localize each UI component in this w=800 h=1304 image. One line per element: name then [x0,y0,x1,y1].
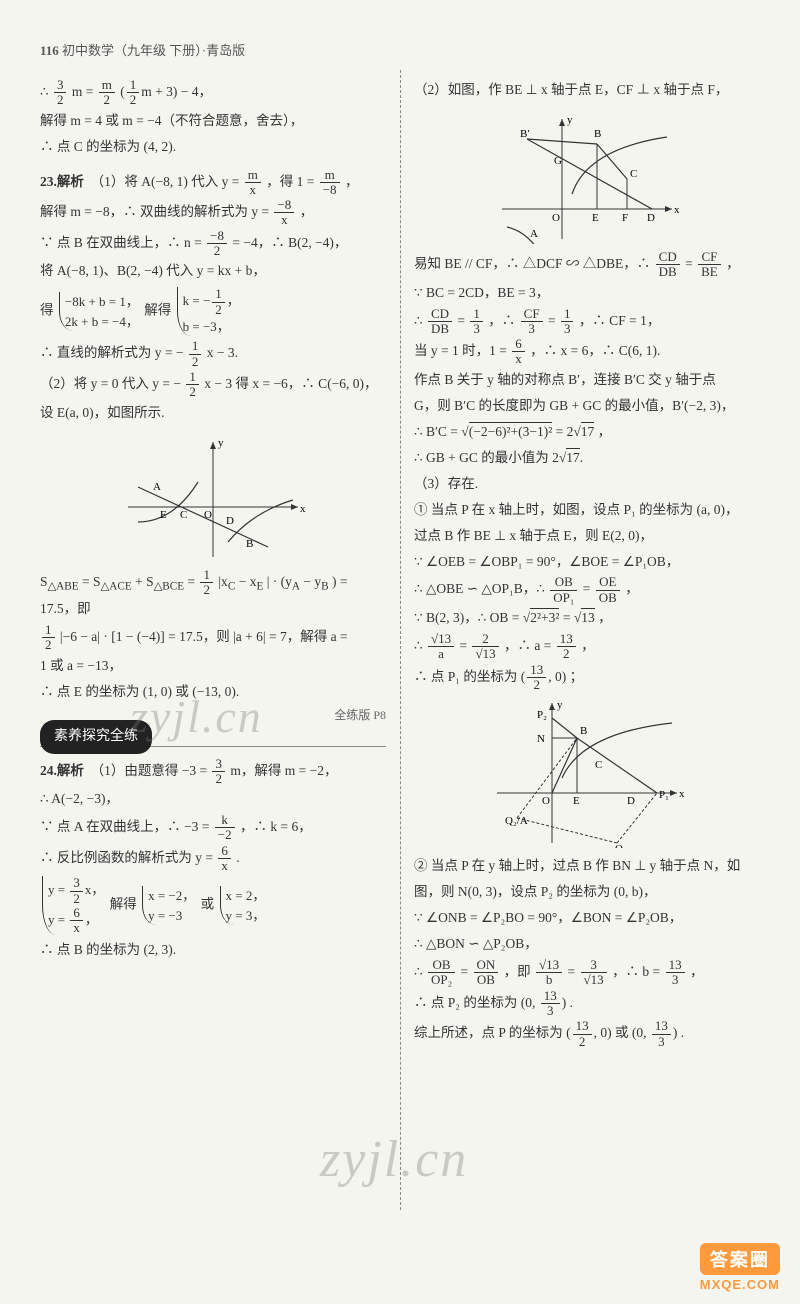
text-line: ∴ OBOP₂ = ONOB ，即 √13b = 3√13 ，∴ b = 133… [414,958,760,988]
text-line: ∴ 点 P₁ 的坐标为 (132, 0) ； [414,663,760,693]
text-line: 12 |−6 − a| · [1 − (−4)] = 17.5，则 |a + 6… [40,623,386,653]
svg-text:B: B [594,128,601,140]
text-line: y = 32x， y = 6x， 解得 x = −2，y = −3 或 x = … [40,874,386,937]
text-line: ∵ ∠ONB = ∠P₂BO = 90°，∠BON = ∠P₂OB， [414,906,760,931]
text-line: ∴ 32 m = m2 (12m + 3) − 4， [40,78,386,108]
svg-text:y: y [567,114,573,126]
page-header: 116 初中数学（九年级 下册）·青岛版 [40,40,760,59]
page-title: 初中数学（九年级 下册）·青岛版 [62,43,245,58]
text-line: ∴ △BON ∽ △P₂OB， [414,932,760,957]
text-line: 图，则 N(0, 3)，设点 P₂ 的坐标为 (0, b)， [414,880,760,905]
text-line: ∴ A(−2, −3)， [40,787,386,812]
svg-text:A: A [153,481,161,493]
svg-text:C: C [630,168,637,180]
text-line: 过点 B 作 BE ⊥ x 轴于点 E，则 E(2, 0)， [414,524,760,549]
figure-p1-p2: x y O P₂ N B C E D P₁ Q₂/A Q₁ [487,698,687,848]
section-badge: 素养探究全练 [40,720,152,754]
text-line: （2）如图，作 BE ⊥ x 轴于点 E，CF ⊥ x 轴于点 F， [414,78,760,103]
text-line: 得 −8k + b = 1，2k + b = −4， 解得 k = −12， b… [40,285,386,338]
text-line: ∴ 直线的解析式为 y = − 12 x − 3. [40,339,386,369]
text-line: 解得 m = −8，∴ 双曲线的解析式为 y = −8x ， [40,198,386,228]
svg-text:Q₂/A: Q₂/A [505,815,528,827]
svg-text:E: E [160,509,167,521]
svg-text:x: x [674,204,680,216]
section-header: 素养探究全练 全练版 P8 [40,706,386,760]
text-line: 将 A(−8, 1)、B(2, −4) 代入 y = kx + b， [40,259,386,284]
footer-logo: 答案圈 MXQE.COM [700,1243,780,1292]
question-23: 23.解析 （1）将 A(−8, 1) 代入 y = mx ，得 1 = m−8… [40,168,386,198]
svg-text:Q₁: Q₁ [615,843,627,848]
text-line: （2）将 y = 0 代入 y = − 12 x − 3 得 x = −6，∴ … [40,370,386,400]
text-line: ∴ 反比例函数的解析式为 y = 6x . [40,844,386,874]
text-line: （3）存在. [414,472,760,497]
svg-text:B: B [246,538,253,550]
text-line: ∵ ∠OEB = ∠OBP₁ = 90°，∠BOE = ∠P₁OB， [414,550,760,575]
left-column: ∴ 32 m = m2 (12m + 3) − 4， 解得 m = 4 或 m … [40,77,400,1227]
svg-text:F: F [622,212,628,224]
page-number: 116 [40,43,59,58]
svg-text:A: A [530,228,538,240]
svg-text:D: D [627,795,635,807]
text-line: 作点 B 关于 y 轴的对称点 B′，连接 B′C 交 y 轴于点 [414,368,760,393]
text-line: ∵ BC = 2CD，BE = 3， [414,281,760,306]
text-line: ② 当点 P 在 y 轴上时，过点 B 作 BN ⊥ y 轴于点 N，如 [414,854,760,879]
svg-text:D: D [226,515,234,527]
svg-text:P₂: P₂ [537,709,547,721]
svg-text:E: E [573,795,580,807]
text-line: ∴ △OBE ∽ △OP₁B，∴ OBOP₁ = OEOB ， [414,575,760,605]
svg-text:P₁: P₁ [659,789,669,801]
svg-text:B: B [580,725,587,737]
text-line: ∴ 点 B 的坐标为 (2, 3). [40,938,386,963]
svg-text:x: x [679,788,685,800]
logo-site: MXQE.COM [700,1277,780,1292]
text-line: ∵ 点 A 在双曲线上，∴ −3 = k−2 ，∴ k = 6， [40,813,386,843]
svg-text:G: G [554,155,562,167]
text-line: ∴ 点 P₂ 的坐标为 (0, 133) . [414,989,760,1019]
text-line: 1 或 a = −13， [40,654,386,679]
text-line: ∴ 点 C 的坐标为 (4, 2). [40,135,386,160]
svg-text:x: x [300,503,306,515]
section-ref: 全练版 P8 [334,704,386,726]
text-line: 易知 BE // CF，∴ △DCF ∽ △DBE，∴ CDDB = CFBE … [414,250,760,280]
text-line: ∴ 点 E 的坐标为 (1, 0) 或 (−13, 0). [40,680,386,705]
svg-text:C: C [180,509,187,521]
text-line: ∴ B′C = √(−2−6)²+(3−1)² = 2√17 ， [414,420,760,445]
figure-triangle-hyperbola: x y O B′ B C G E F D A [492,109,682,244]
text-line: S△ABE = S△ACE + S△BCE = 12 |xC − xE | · … [40,568,386,623]
svg-text:C: C [595,759,602,771]
svg-text:y: y [557,699,563,711]
text-line: ∴ √13a = 2√13 ，∴ a = 132 ， [414,632,760,662]
figure-hyperbola-line: x y O A E C D B [118,432,308,562]
text-line: 当 y = 1 时，1 = 6x ，∴ x = 6，∴ C(6, 1). [414,337,760,367]
text-line: G，则 B′C 的长度即为 GB + GC 的最小值，B′(−2, 3)， [414,394,760,419]
content-columns: ∴ 32 m = m2 (12m + 3) − 4， 解得 m = 4 或 m … [40,77,760,1227]
svg-text:D: D [647,212,655,224]
question-24: 24.解析 （1）由题意得 −3 = 32 m，解得 m = −2， [40,757,386,787]
text-line: 设 E(a, 0)，如图所示. [40,401,386,426]
svg-text:E: E [592,212,599,224]
svg-text:O: O [552,212,560,224]
svg-text:B′: B′ [520,128,530,140]
svg-text:N: N [537,733,545,745]
svg-text:O: O [542,795,550,807]
right-column: （2）如图，作 BE ⊥ x 轴于点 E，CF ⊥ x 轴于点 F， x y O… [400,77,760,1227]
text-line: ∵ B(2, 3)，∴ OB = √2²+3² = √13 ， [414,606,760,631]
text-line: ① 当点 P 在 x 轴上时，如图，设点 P₁ 的坐标为 (a, 0)， [414,498,760,523]
text-line: ∵ 点 B 在双曲线上，∴ n = −82 = −4，∴ B(2, −4)， [40,229,386,259]
text-line: ∴ CDDB = 13 ，∴ CF3 = 13 ，∴ CF = 1， [414,307,760,337]
text-line: ∴ GB + GC 的最小值为 2√17. [414,446,760,471]
svg-text:y: y [218,437,224,449]
text-line: 综上所述，点 P 的坐标为 (132, 0) 或 (0, 133) . [414,1019,760,1049]
logo-badge: 答案圈 [700,1243,780,1275]
text-line: 解得 m = 4 或 m = −4（不符合题意，舍去）， [40,109,386,134]
